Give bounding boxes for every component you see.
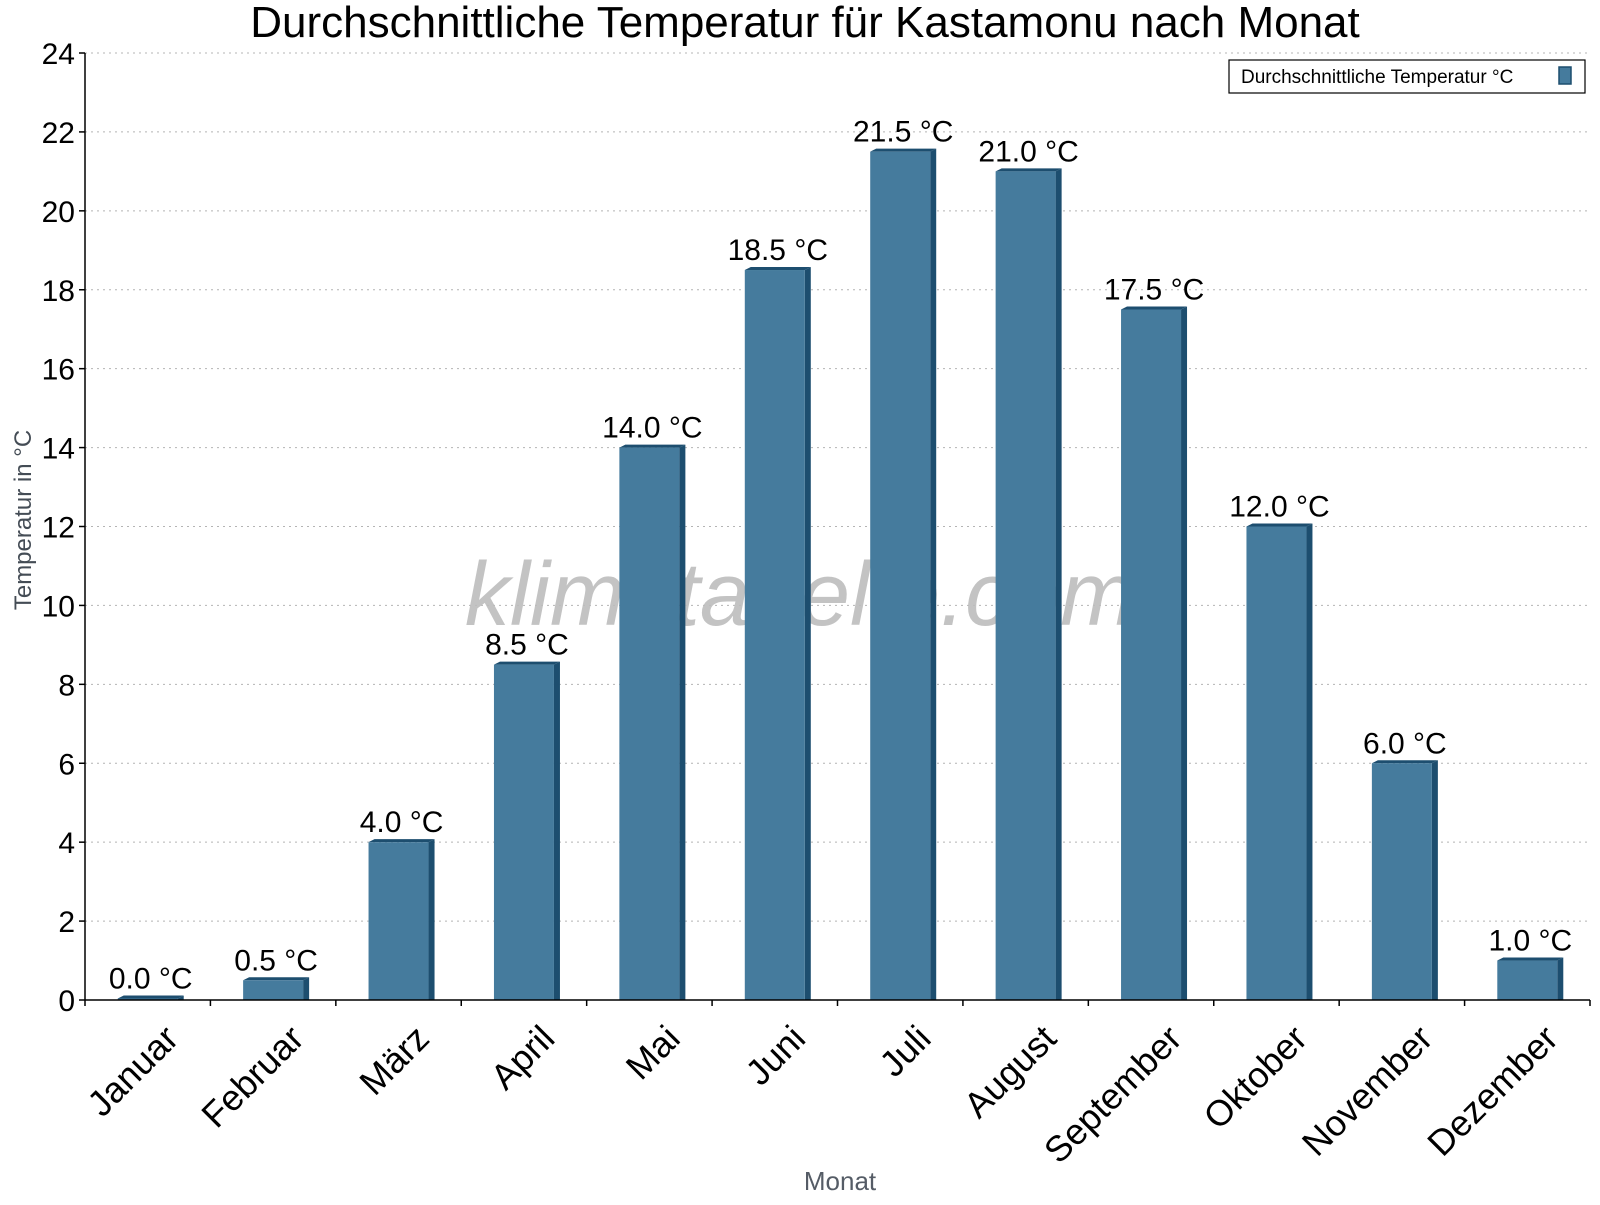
- bar-face: [744, 270, 805, 1000]
- bar-3: [368, 839, 435, 1000]
- y-tick-label: 4: [58, 827, 75, 860]
- data-label: 6.0 °C: [1363, 727, 1447, 760]
- bar-side: [1181, 306, 1188, 1001]
- bar-12: [1497, 957, 1564, 1000]
- bar-face: [1371, 763, 1432, 1000]
- bar-top: [870, 148, 937, 152]
- bar-top: [1121, 306, 1188, 310]
- bar-side: [930, 148, 937, 1001]
- bar-side: [1055, 168, 1062, 1000]
- bar-face: [1121, 309, 1182, 1001]
- bar-top: [493, 661, 560, 665]
- bar-face: [870, 151, 931, 1001]
- bar-top: [1497, 957, 1564, 961]
- bar-side: [1431, 760, 1438, 1000]
- legend: Durchschnittliche Temperatur °C: [1228, 59, 1586, 94]
- bar-top: [117, 995, 184, 999]
- bar-7: [870, 148, 937, 1001]
- data-label: 17.5 °C: [1104, 273, 1204, 306]
- bar-face: [1246, 526, 1307, 1000]
- bar-top: [619, 444, 686, 448]
- bar-face: [995, 171, 1056, 1000]
- y-tick-label: 0: [58, 985, 75, 1018]
- y-tick-label: 12: [42, 512, 75, 545]
- bar-side: [553, 661, 560, 1000]
- bar-side: [1306, 523, 1313, 1000]
- bar-11: [1371, 760, 1438, 1000]
- bar-top: [744, 267, 811, 271]
- data-label: 0.0 °C: [109, 963, 193, 996]
- bar-side: [1557, 957, 1564, 1000]
- bar-side: [303, 977, 310, 1000]
- x-axis-label: Monat: [804, 1166, 877, 1196]
- bar-top: [1371, 760, 1438, 764]
- bar-side: [804, 267, 811, 1000]
- bar-top: [368, 839, 435, 843]
- y-tick-label: 10: [42, 590, 75, 623]
- chart-title: Durchschnittliche Temperatur für Kastamo…: [250, 0, 1360, 47]
- data-label: 8.5 °C: [485, 629, 569, 662]
- data-label: 0.5 °C: [234, 944, 318, 977]
- bar-side: [428, 839, 435, 1000]
- data-label: 12.0 °C: [1229, 491, 1329, 524]
- y-tick-label: 2: [58, 906, 75, 939]
- data-label: 21.0 °C: [978, 135, 1078, 168]
- bar-face: [243, 980, 304, 1000]
- bar-top: [1246, 523, 1313, 527]
- bar-9: [1121, 306, 1188, 1001]
- y-tick-label: 20: [42, 196, 75, 229]
- y-tick-label: 22: [42, 117, 75, 150]
- gridlines: [85, 52, 1590, 922]
- bar-2: [243, 977, 310, 1000]
- bar-4: [493, 661, 560, 1000]
- bar-top: [995, 168, 1062, 172]
- legend-box: [1228, 59, 1586, 94]
- y-axis-label: Temperatur in °C: [10, 430, 37, 610]
- y-tick-label: 18: [42, 275, 75, 308]
- bar-5: [619, 444, 686, 1000]
- data-label: 14.0 °C: [602, 412, 702, 445]
- bar-face: [619, 447, 680, 1000]
- bar-10: [1246, 523, 1313, 1000]
- bar-face: [1497, 960, 1558, 1000]
- legend-label: Durchschnittliche Temperatur °C: [1241, 67, 1513, 88]
- axes: [79, 52, 1591, 1006]
- bar-side: [679, 444, 686, 1000]
- data-label: 21.5 °C: [853, 116, 953, 149]
- bar-side: [177, 995, 184, 1000]
- y-tick-label: 24: [42, 38, 75, 71]
- data-label: 4.0 °C: [360, 806, 444, 839]
- bar-face: [368, 842, 429, 1000]
- y-tick-label: 6: [58, 748, 75, 781]
- bar-6: [744, 267, 811, 1000]
- bar-top: [243, 977, 310, 981]
- data-label: 18.5 °C: [728, 234, 828, 267]
- data-label: 1.0 °C: [1488, 925, 1572, 958]
- bar-8: [995, 168, 1062, 1000]
- y-tick-label: 14: [42, 433, 75, 466]
- bar-face: [493, 664, 554, 1000]
- bars: [117, 148, 1564, 1001]
- legend-swatch: [1558, 66, 1572, 85]
- data-labels: 0.0 °C 0.5 °C 4.0 °C 8.5 °C 14.0 °C 18.5 °C 21…: [109, 116, 1572, 996]
- y-tick-label: 16: [42, 354, 75, 387]
- y-tick-label: 8: [58, 669, 75, 702]
